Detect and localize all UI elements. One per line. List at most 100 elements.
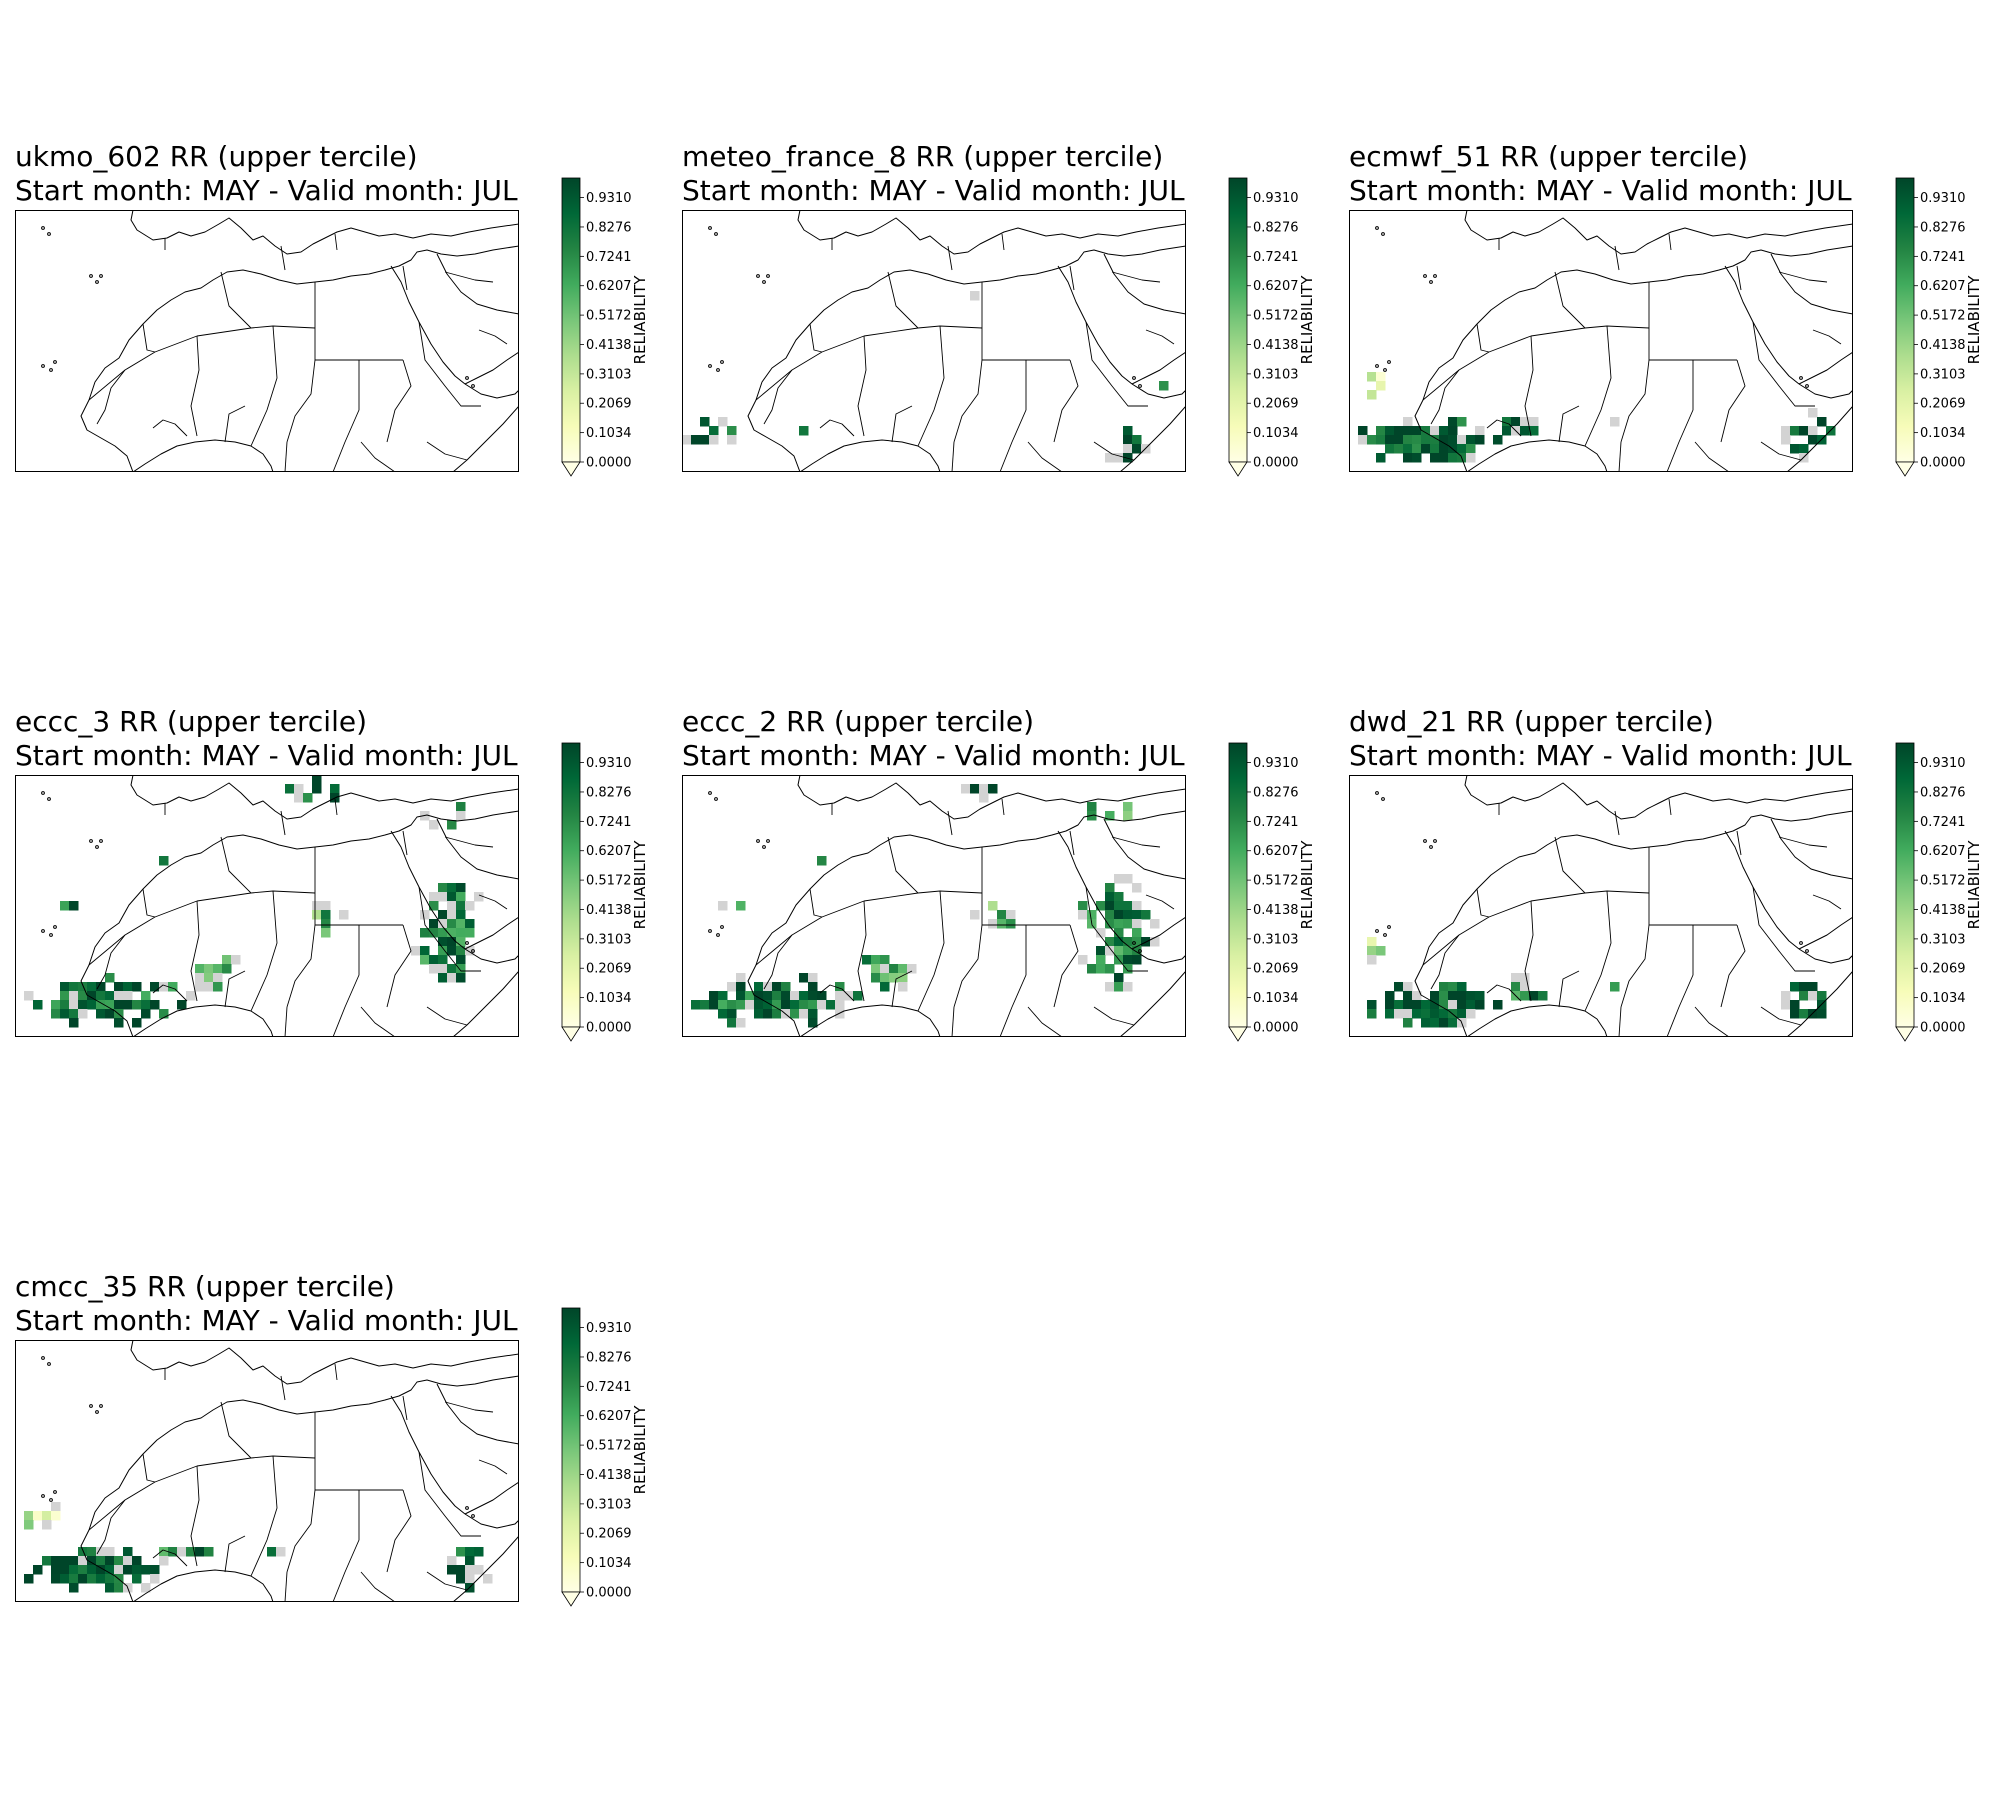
reliability-cell: [42, 1511, 52, 1521]
reliability-cell: [1123, 426, 1133, 436]
nodata-cell: [78, 1009, 88, 1019]
nodata-cell: [429, 964, 439, 974]
map-svg: [682, 775, 1186, 1037]
reliability-cell: [1114, 937, 1124, 947]
reliability-cell: [1412, 1009, 1422, 1019]
reliability-cell: [456, 892, 466, 902]
reliability-cell: [1394, 444, 1404, 454]
country-border: [196, 890, 316, 902]
country-border: [1530, 325, 1650, 337]
colorbar-tick-label: 0.2069: [586, 962, 632, 977]
island: [41, 1494, 45, 1498]
reliability-cell: [736, 901, 746, 911]
panel-month-subtitle: Start month: MAY - Valid month: JUL: [15, 739, 518, 772]
colorbar-tick-label: 0.6207: [586, 844, 632, 859]
country-border: [1027, 1006, 1063, 1037]
reliability-cell: [772, 1009, 782, 1019]
country-border: [142, 323, 156, 353]
map-outlines: [708, 775, 1186, 1037]
reliability-cell: [69, 1583, 79, 1593]
island: [708, 791, 712, 795]
island: [756, 274, 760, 278]
island: [47, 797, 51, 801]
nodata-cell: [979, 784, 989, 794]
reliability-cell: [420, 928, 430, 938]
country-border: [1778, 271, 1828, 283]
nodata-cell: [1412, 991, 1422, 1001]
reliability-cell: [790, 1009, 800, 1019]
reliability-cell: [42, 1556, 52, 1566]
country-border: [1486, 984, 1522, 1002]
reliability-cell: [1403, 426, 1413, 436]
reliability-cell: [1114, 928, 1124, 938]
reliability-cell: [429, 955, 439, 965]
reliability-cell: [1105, 892, 1115, 902]
reliability-cell: [826, 1000, 836, 1010]
nodata-cell: [294, 793, 304, 803]
colorbar-tick-label: 0.4138: [586, 338, 632, 353]
coastline: [1786, 405, 1853, 472]
reliability-cell: [1123, 453, 1133, 463]
country-border: [280, 245, 286, 271]
island: [1383, 933, 1387, 937]
reliability-cell: [1412, 453, 1422, 463]
colorbar-svg: 0.0000 0.1034 0.2069 0.3103 0.4138 0.5172 0.62…: [561, 742, 649, 1042]
reliability-cell: [141, 1009, 151, 1019]
nodata-cell: [1520, 973, 1530, 983]
colorbar-tick-label: 0.7241: [1253, 815, 1299, 830]
colorbar-tick-label: 0.3103: [586, 1497, 632, 1512]
nodata-cell: [745, 1000, 755, 1010]
reliability-cell: [1096, 964, 1106, 974]
reliability-cell: [1457, 1000, 1467, 1010]
reliability-cell: [799, 973, 809, 983]
coastline: [1770, 818, 1853, 880]
reliability-cell: [141, 1000, 151, 1010]
country-border: [1111, 836, 1161, 848]
country-border: [250, 1455, 278, 1577]
coastline: [464, 1481, 519, 1515]
country-border: [1720, 359, 1746, 443]
reliability-cell: [1132, 444, 1142, 454]
colorbar-tick-label: 0.8276: [586, 220, 632, 235]
coastline: [132, 1569, 274, 1602]
country-border: [863, 890, 983, 902]
reliability-cell: [132, 1556, 142, 1566]
reliability-cell: [1421, 444, 1431, 454]
nodata-cell: [1448, 1000, 1458, 1010]
reliability-cell: [1412, 426, 1422, 436]
nodata-cell: [988, 919, 998, 929]
panel-model-title: eccc_2 RR (upper tercile): [682, 705, 1034, 738]
colorbar-tick-label: 0.7241: [586, 815, 632, 830]
colorbar-tick-label: 0.1034: [586, 426, 632, 441]
reliability-cell: [1475, 435, 1485, 445]
island: [714, 797, 718, 801]
reliability-cell: [159, 1547, 169, 1557]
reliability-cell: [141, 1565, 151, 1575]
reliability-cell: [69, 901, 79, 911]
colorbar-tick-label: 0.9310: [586, 191, 632, 206]
coastline: [452, 970, 519, 1037]
nodata-cell: [429, 892, 439, 902]
island: [1375, 791, 1379, 795]
coastline: [1724, 830, 1800, 950]
nodata-cell: [465, 901, 475, 911]
coastline: [1414, 245, 1853, 472]
country-border: [284, 441, 288, 472]
reliability-cell: [754, 1000, 764, 1010]
reliability-cell: [60, 991, 70, 1001]
reliability-cell: [1114, 892, 1124, 902]
country-border: [1145, 894, 1175, 910]
reliability-cell: [1367, 390, 1377, 400]
reliability-cell: [60, 982, 70, 992]
nodata-cell: [465, 1574, 475, 1584]
colorbar-tick-label: 0.1034: [1920, 991, 1966, 1006]
reliability-cell: [456, 910, 466, 920]
reliability-cell: [456, 1547, 466, 1557]
colorbar-svg: 0.0000 0.1034 0.2069 0.3103 0.4138 0.5172 0.62…: [1895, 177, 1983, 477]
country-border: [1666, 925, 1694, 1037]
country-border: [334, 1363, 338, 1381]
reliability-cell: [1132, 937, 1142, 947]
reliability-cell: [429, 928, 439, 938]
nodata-cell: [195, 982, 205, 992]
reliability-cell: [1403, 1018, 1413, 1028]
